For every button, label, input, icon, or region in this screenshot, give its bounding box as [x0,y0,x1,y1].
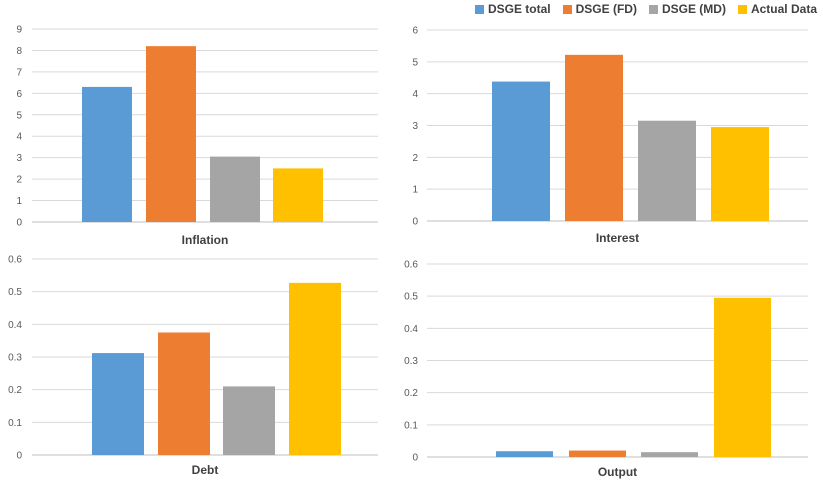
y-tick-label: 4 [412,89,418,100]
y-tick-label: 5 [412,57,418,68]
chart-title: Debt [192,463,219,477]
y-tick-label: 6 [412,26,418,37]
y-tick-label: 0.1 [8,418,22,429]
legend-swatch [648,4,658,14]
y-tick-label: 0.4 [8,320,22,331]
legend-swatch [562,4,572,14]
bar-dsge-total [492,81,550,221]
y-tick-label: 0 [412,453,418,464]
y-tick-label: 3 [412,121,418,132]
y-tick-label: 1 [16,196,22,207]
bar-actual-data [289,282,341,455]
y-tick-label: 0.5 [404,292,418,303]
legend-item-dsge-md: DSGE (MD) [648,2,726,16]
y-tick-label: 2 [16,175,22,186]
chart-panel-inflation: 0 1 2 3 4 5 6 7 8 9 Inflation [16,25,378,247]
y-tick-label: 3 [16,153,22,164]
y-tick-label: 0 [16,218,22,229]
y-tick-label: 0.1 [404,420,418,431]
y-tick-label: 2 [412,153,418,164]
chart-title: Output [598,465,637,479]
legend-label: Actual Data [750,2,817,16]
y-tick-label: 6 [16,89,22,100]
bar-dsge-total [496,451,553,457]
y-tick-label: 9 [16,25,22,36]
chart-legend: DSGE total DSGE (FD) DSGE (MD) Actual Da… [474,2,817,16]
y-tick-label: 8 [16,46,22,57]
y-tick-label: 0.2 [404,388,418,399]
y-tick-label: 1 [412,185,418,196]
bar-dsge-md [223,386,275,455]
bar-dsge-md [641,452,698,457]
bar-dsge-fd [569,450,626,457]
legend-item-dsge-total: DSGE total [474,2,551,16]
y-tick-label: 0.3 [404,356,418,367]
y-tick-label: 0.3 [8,353,22,364]
bar-dsge-fd [565,54,623,221]
legend-item-actual-data: Actual Data [737,2,817,16]
chart-title: Interest [596,231,639,245]
y-tick-label: 5 [16,110,22,121]
legend-swatch [474,4,484,14]
y-tick-label: 7 [16,67,22,78]
y-tick-label: 0.4 [404,324,418,335]
bar-actual-data [273,168,323,222]
bar-dsge-fd [158,332,210,455]
y-tick-label: 0.6 [8,255,22,266]
chart-panel-output: 0 0.1 0.2 0.3 0.4 0.5 0.6 Output [404,260,808,479]
bar-actual-data [711,127,769,221]
legend-item-dsge-fd: DSGE (FD) [562,2,637,16]
bar-dsge-fd [146,46,196,223]
bar-dsge-md [638,120,696,221]
bar-actual-data [714,297,771,457]
bar-dsge-md [210,156,260,222]
legend-label: DSGE total [487,2,551,16]
bar-dsge-total [82,86,132,223]
y-tick-label: 0.2 [8,385,22,396]
chart-panel-interest: 0 1 2 3 4 5 6 Interest [412,26,808,245]
legend-label: DSGE (FD) [575,2,637,16]
y-tick-label: 0 [16,451,22,462]
y-tick-label: 0.5 [8,287,22,298]
bar-dsge-total [92,353,144,455]
legend-label: DSGE (MD) [661,2,726,16]
chart-panel-debt: 0 0.1 0.2 0.3 0.4 0.5 0.6 Debt [8,255,378,477]
legend-swatch [737,4,747,14]
y-tick-label: 0.6 [404,260,418,271]
chart-title: Inflation [182,233,229,247]
y-tick-label: 0 [412,217,418,228]
y-tick-label: 4 [16,132,22,143]
